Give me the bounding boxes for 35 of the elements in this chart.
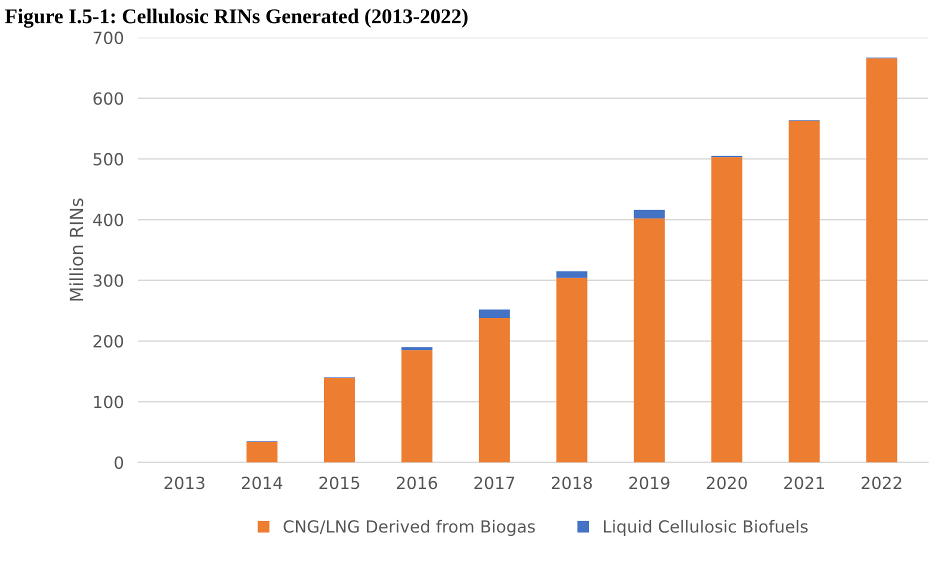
y-tick-label: 0 — [114, 456, 124, 469]
x-tick-label: 2014 — [242, 476, 282, 490]
y-tick-label: 200 — [94, 334, 124, 348]
x-tick-label: 2022 — [862, 476, 902, 490]
x-tick-label: 2020 — [706, 476, 747, 490]
x-tick-label: 2019 — [629, 476, 670, 490]
bar — [401, 350, 432, 462]
y-tick-label: 300 — [94, 274, 124, 287]
y-tick-label: 400 — [93, 214, 124, 226]
y-tick-label: 100 — [94, 396, 124, 408]
chart-title: Figure I.5-1: Cellulosic RINs Generated (2013-2022) — [5, 8, 468, 28]
bar — [866, 58, 898, 462]
x-tick-label: 2015 — [319, 476, 360, 490]
x-tick-label: 2013 — [164, 476, 204, 490]
bar — [556, 271, 588, 278]
bar — [556, 278, 588, 462]
x-tick-label: 2017 — [474, 476, 514, 490]
y-tick-label: 500 — [94, 152, 124, 166]
bar — [478, 309, 510, 318]
bar — [788, 120, 820, 462]
legend-label: CNG/LNG Derived from Biogas — [284, 520, 535, 536]
y-axis-title: Million RINs — [69, 198, 84, 301]
x-tick-label: 2018 — [552, 476, 592, 490]
bar — [634, 218, 665, 462]
bar — [246, 442, 278, 462]
bar — [711, 157, 742, 462]
x-tick-label: 2021 — [784, 476, 824, 490]
legend-label: Liquid Cellulosic Biofuels — [604, 520, 808, 536]
y-tick-label: 700 — [94, 32, 124, 44]
bar — [478, 318, 510, 462]
bar — [634, 210, 665, 218]
bar — [401, 347, 432, 350]
bar — [324, 378, 355, 462]
y-tick-label: 600 — [94, 92, 124, 105]
x-tick-label: 2016 — [396, 476, 438, 490]
